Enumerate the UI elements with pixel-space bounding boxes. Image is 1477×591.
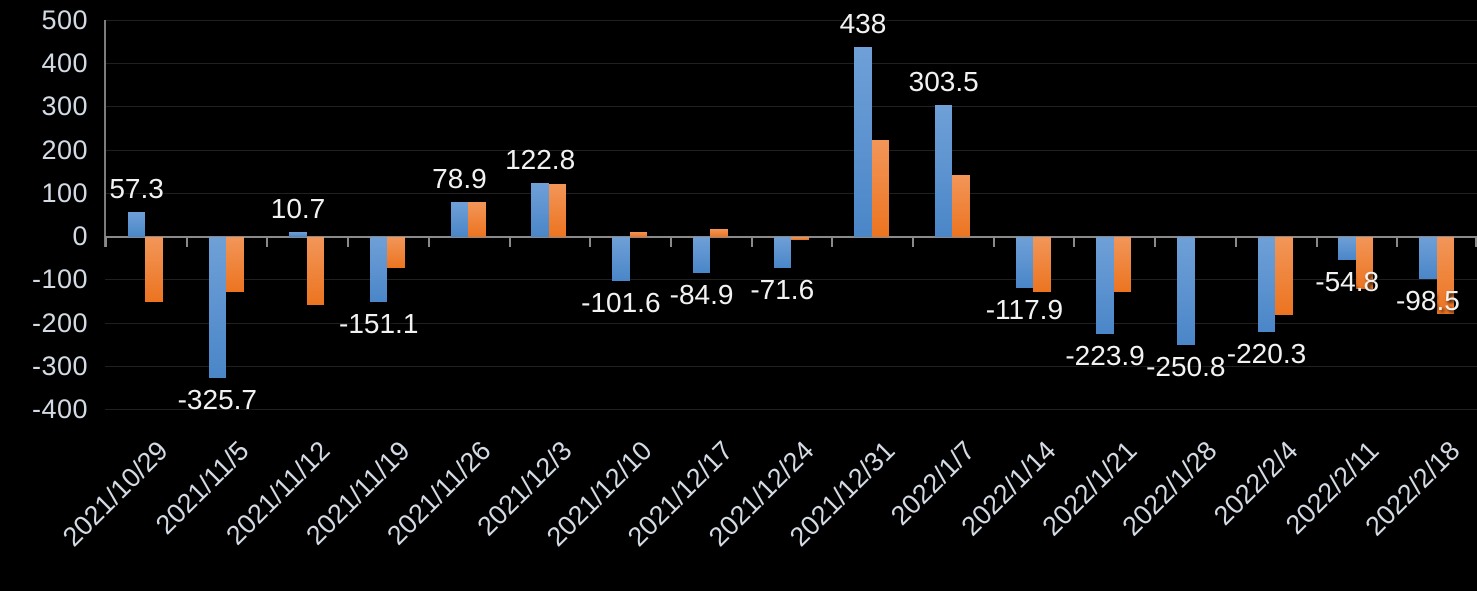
bar-orange-series [145,236,163,303]
axis-tick [347,237,350,247]
axis-tick [1396,237,1399,247]
data-label: -54.8 [1315,266,1380,298]
bar-blue-series [531,183,549,237]
axis-tick [1234,237,1237,247]
data-label: -220.3 [1226,337,1307,369]
bar-blue-series [854,46,872,237]
axis-tick [992,237,995,247]
gridline [105,322,1477,324]
gridline [105,19,1477,21]
bar-orange-series [629,232,648,237]
y-tick-label: -100 [31,264,88,295]
y-tick-label: -400 [31,394,88,425]
bar-blue-series [934,105,953,237]
bar-orange-series [226,236,244,293]
y-tick-label: 400 [41,47,88,78]
bar-orange-series [952,175,970,237]
gridline [105,149,1477,151]
bar-blue-series [289,231,307,237]
axis-tick [105,237,107,247]
bar-orange-series [710,228,728,237]
axis-tick [508,237,511,247]
axis-tick [912,237,915,247]
bar-orange-series [468,201,486,237]
data-label: -71.6 [750,273,815,305]
bar-orange-series [1355,236,1374,290]
gridline [105,106,1477,108]
bar-orange-series [548,183,567,237]
axis-tick [750,237,753,247]
bar-blue-series [773,236,791,268]
bar-orange-series [1033,236,1051,293]
y-tick-label: 200 [41,134,88,165]
y-tick-label: 300 [41,91,88,122]
bar-blue-series [1419,236,1437,280]
bar-blue-series [127,211,146,237]
data-label: 438 [839,7,887,39]
axis-tick [831,237,834,247]
data-label: 57.3 [109,172,164,204]
bar-orange-series [387,236,405,269]
bar-orange-series [791,236,809,241]
axis-tick [589,237,592,247]
bar-orange-series [1275,236,1293,316]
bar-orange-series [1436,236,1455,315]
axis-tick [1073,237,1076,247]
data-label: -101.6 [581,286,661,318]
axis-tick [669,237,672,247]
y-tick-label: 0 [72,221,88,252]
y-axis-line [104,20,106,247]
data-label: -151.1 [339,308,419,340]
bar-blue-series [1015,236,1034,288]
data-label: -117.9 [985,293,1064,325]
y-tick-label: 500 [41,4,88,35]
data-label: -84.9 [669,279,734,311]
data-label: 122.8 [505,144,576,176]
data-label: 10.7 [270,192,326,224]
gridline [105,279,1477,281]
bar-blue-series [692,236,711,274]
axis-tick [185,237,188,247]
data-label: -325.7 [177,383,257,415]
y-tick-label: -200 [31,307,88,338]
axis-tick [1475,237,1477,247]
data-label: 303.5 [908,66,979,98]
bar-orange-series [1113,236,1132,293]
data-label: -98.5 [1395,285,1460,317]
y-tick-label: 100 [41,177,88,208]
gridline [105,366,1477,367]
gridline [105,192,1477,194]
bar-blue-series [1177,236,1195,346]
bar-blue-series [1338,236,1356,261]
axis-tick [1315,237,1318,247]
axis-tick [427,237,430,247]
gridline [105,409,1477,411]
gridline [105,62,1477,64]
data-label: 78.9 [432,163,487,195]
bar-blue-series [612,236,630,281]
bar-blue-series [450,202,469,237]
x-tick-label: 2021/10/29 [57,435,174,553]
data-label: -223.9 [1065,339,1145,371]
bar-orange-series [871,139,890,237]
bar-blue-series [1096,236,1114,334]
data-label: -250.8 [1146,351,1226,383]
y-tick-label: -300 [31,351,88,381]
axis-tick [266,237,269,247]
bar-blue-series [369,236,388,303]
bar-blue-series [1257,236,1276,332]
axis-tick [1154,237,1157,247]
bar-orange-series [306,236,325,305]
bar-blue-series [208,236,227,378]
